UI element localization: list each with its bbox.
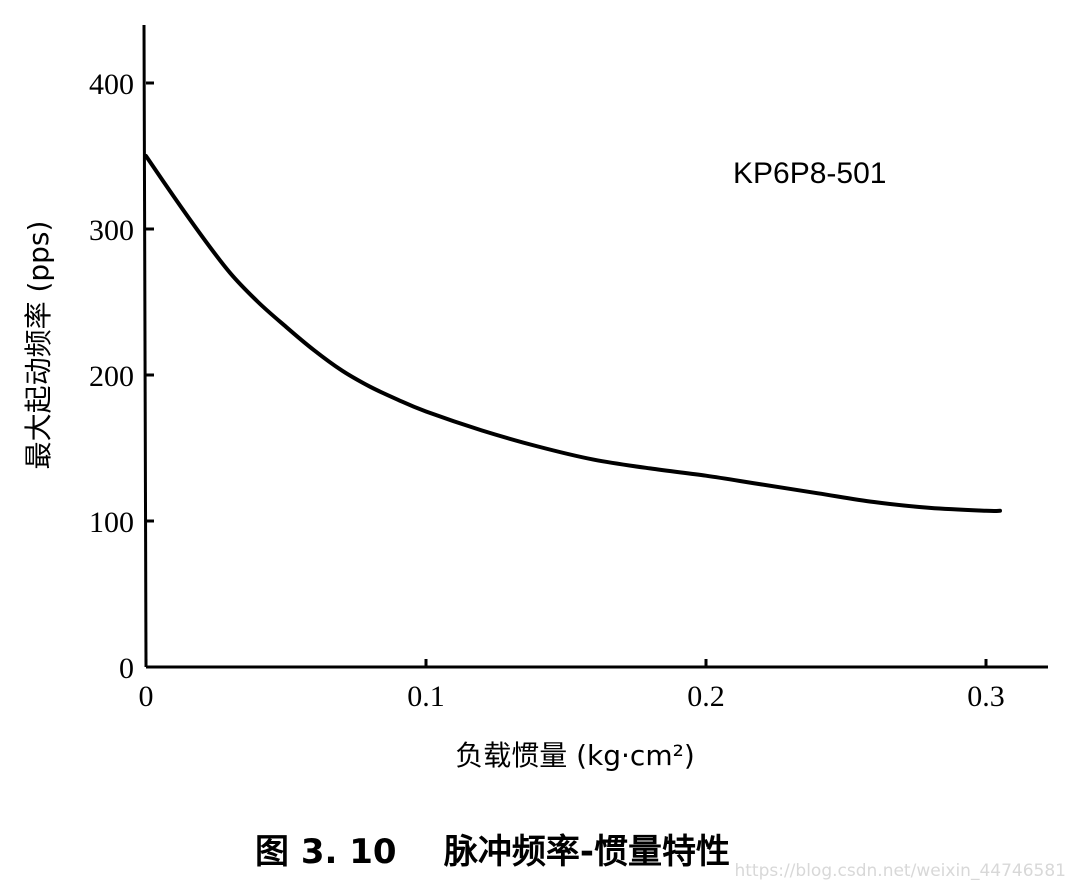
axes (142, 24, 1048, 669)
figure-caption: 图 3. 10 脉冲频率-惯量特性 (255, 832, 730, 872)
watermark-text: https://blog.csdn.net/weixin_44746581 (734, 861, 1066, 881)
y-axis-line (142, 24, 148, 668)
y-tick-label: 0 (119, 652, 134, 685)
x-tick-label: 0.3 (967, 680, 1005, 713)
y-tick-label: 400 (89, 68, 134, 101)
x-tick-label: 0.2 (687, 680, 725, 713)
series-line (144, 154, 1002, 514)
y-tick-label: 300 (89, 214, 134, 247)
x-tick-label: 0.1 (407, 680, 445, 713)
y-tick-label: 100 (89, 506, 134, 539)
ticks: 0 0.1 0.2 0.3 0 100 200 300 400 (89, 68, 1005, 713)
series-annotation: KP6P8-501 (733, 157, 886, 190)
y-axis-label: 最大起动频率 (pps) (22, 221, 55, 470)
series-layer (144, 154, 1002, 514)
y-tick-label: 200 (89, 360, 134, 393)
x-axis-label: 负载惯量 (kg·cm²) (455, 739, 695, 772)
x-tick-label: 0 (139, 680, 154, 713)
